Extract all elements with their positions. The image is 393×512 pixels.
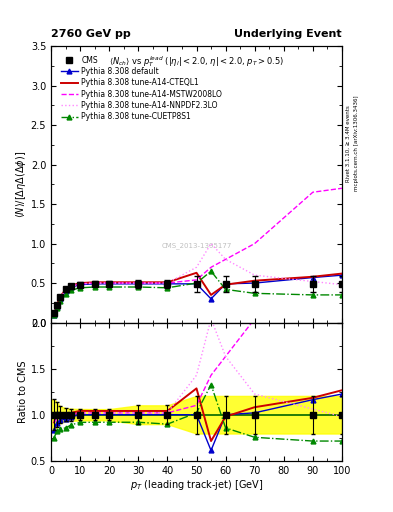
- Pythia 8.308 tune-A14-NNPDF2.3LO: [92, 280, 97, 286]
- Pythia 8.308 tune-A14-NNPDF2.3LO: [252, 272, 257, 278]
- Pythia 8.308 tune-CUETP8S1: [55, 305, 59, 311]
- X-axis label: $p_T$ (leading track-jet) [GeV]: $p_T$ (leading track-jet) [GeV]: [130, 478, 263, 493]
- Pythia 8.308 tune-A14-CTEQL1: [252, 278, 257, 284]
- Pythia 8.308 tune-A14-CTEQL1: [55, 302, 59, 308]
- Pythia 8.308 tune-CUETP8S1: [78, 285, 83, 291]
- Legend: CMS, Pythia 8.308 default, Pythia 8.308 tune-A14-CTEQL1, Pythia 8.308 tune-A14-M: CMS, Pythia 8.308 default, Pythia 8.308 …: [58, 53, 226, 124]
- Pythia 8.308 tune-A14-CTEQL1: [165, 279, 170, 285]
- Pythia 8.308 tune-A14-MSTW2008LO: [57, 295, 62, 301]
- Pythia 8.308 tune-A14-MSTW2008LO: [223, 257, 228, 263]
- Pythia 8.308 tune-CUETP8S1: [340, 292, 344, 298]
- Pythia 8.308 tune-A14-CTEQL1: [107, 279, 112, 285]
- Pythia 8.308 tune-A14-CTEQL1: [136, 279, 141, 285]
- Text: CMS_2013-1395177: CMS_2013-1395177: [161, 242, 232, 248]
- Pythia 8.308 tune-A14-MSTW2008LO: [310, 189, 315, 195]
- Pythia 8.308 tune-A14-CTEQL1: [63, 286, 68, 292]
- Pythia 8.308 default: [194, 281, 199, 287]
- Line: Pythia 8.308 default: Pythia 8.308 default: [51, 273, 344, 317]
- Pythia 8.308 tune-A14-CTEQL1: [340, 270, 344, 276]
- Pythia 8.308 tune-A14-MSTW2008LO: [55, 303, 59, 309]
- Pythia 8.308 default: [209, 296, 213, 302]
- Pythia 8.308 tune-A14-MSTW2008LO: [69, 283, 74, 289]
- Text: Underlying Event: Underlying Event: [234, 29, 342, 39]
- Pythia 8.308 tune-A14-CTEQL1: [69, 282, 74, 288]
- Pythia 8.308 tune-A14-CTEQL1: [92, 279, 97, 285]
- Pythia 8.308 tune-A14-MSTW2008LO: [194, 277, 199, 283]
- Line: Pythia 8.308 tune-A14-NNPDF2.3LO: Pythia 8.308 tune-A14-NNPDF2.3LO: [54, 244, 342, 314]
- Pythia 8.308 tune-A14-NNPDF2.3LO: [209, 241, 213, 247]
- Pythia 8.308 tune-CUETP8S1: [63, 291, 68, 297]
- Pythia 8.308 tune-A14-MSTW2008LO: [340, 185, 344, 191]
- Pythia 8.308 tune-A14-MSTW2008LO: [165, 280, 170, 286]
- Pythia 8.308 tune-A14-NNPDF2.3LO: [63, 287, 68, 293]
- Pythia 8.308 default: [107, 281, 112, 287]
- Line: Pythia 8.308 tune-A14-MSTW2008LO: Pythia 8.308 tune-A14-MSTW2008LO: [54, 188, 342, 314]
- Pythia 8.308 tune-CUETP8S1: [209, 268, 213, 274]
- Text: $\langle N_{ch}\rangle$ vs $p_T^{lead}$ ($|\eta_l|<2.0$, $\eta|<2.0$, $p_T>0.5$): $\langle N_{ch}\rangle$ vs $p_T^{lead}$ …: [109, 54, 284, 69]
- Pythia 8.308 tune-CUETP8S1: [92, 284, 97, 290]
- Pythia 8.308 tune-A14-MSTW2008LO: [209, 264, 213, 270]
- Pythia 8.308 tune-CUETP8S1: [194, 280, 199, 286]
- Text: 2760 GeV pp: 2760 GeV pp: [51, 29, 131, 39]
- Pythia 8.308 tune-A14-CTEQL1: [78, 280, 83, 286]
- Pythia 8.308 default: [136, 281, 141, 287]
- Pythia 8.308 tune-A14-NNPDF2.3LO: [223, 257, 228, 263]
- Text: mcplots.cern.ch [arXiv:1306.3436]: mcplots.cern.ch [arXiv:1306.3436]: [354, 96, 359, 191]
- Pythia 8.308 tune-A14-MSTW2008LO: [107, 280, 112, 286]
- Pythia 8.308 tune-A14-NNPDF2.3LO: [78, 281, 83, 287]
- Pythia 8.308 default: [340, 272, 344, 278]
- Pythia 8.308 tune-CUETP8S1: [136, 284, 141, 290]
- Pythia 8.308 tune-A14-NNPDF2.3LO: [310, 279, 315, 285]
- Pythia 8.308 tune-CUETP8S1: [57, 298, 62, 304]
- Pythia 8.308 tune-CUETP8S1: [107, 284, 112, 290]
- Pythia 8.308 tune-CUETP8S1: [69, 287, 74, 293]
- Y-axis label: Ratio to CMS: Ratio to CMS: [18, 360, 28, 423]
- Pythia 8.308 tune-A14-NNPDF2.3LO: [340, 282, 344, 288]
- Pythia 8.308 default: [252, 280, 257, 286]
- Pythia 8.308 default: [310, 274, 315, 281]
- Pythia 8.308 tune-A14-NNPDF2.3LO: [69, 283, 74, 289]
- Pythia 8.308 tune-A14-CTEQL1: [57, 294, 62, 301]
- Pythia 8.308 tune-A14-MSTW2008LO: [51, 311, 56, 317]
- Pythia 8.308 tune-A14-NNPDF2.3LO: [165, 280, 170, 286]
- Pythia 8.308 default: [223, 281, 228, 287]
- Pythia 8.308 tune-A14-MSTW2008LO: [252, 241, 257, 247]
- Pythia 8.308 tune-CUETP8S1: [51, 312, 56, 318]
- Pythia 8.308 tune-A14-MSTW2008LO: [92, 280, 97, 286]
- Pythia 8.308 tune-A14-CTEQL1: [223, 282, 228, 288]
- Pythia 8.308 tune-A14-NNPDF2.3LO: [55, 303, 59, 309]
- Pythia 8.308 default: [55, 304, 59, 310]
- Pythia 8.308 tune-A14-NNPDF2.3LO: [136, 280, 141, 286]
- Pythia 8.308 tune-A14-CTEQL1: [194, 270, 199, 276]
- Pythia 8.308 default: [57, 296, 62, 302]
- Line: Pythia 8.308 tune-CUETP8S1: Pythia 8.308 tune-CUETP8S1: [51, 269, 344, 318]
- Pythia 8.308 tune-CUETP8S1: [310, 292, 315, 298]
- Pythia 8.308 tune-A14-NNPDF2.3LO: [57, 295, 62, 301]
- Pythia 8.308 tune-A14-MSTW2008LO: [78, 281, 83, 287]
- Pythia 8.308 tune-A14-CTEQL1: [209, 292, 213, 298]
- Pythia 8.308 tune-A14-CTEQL1: [310, 274, 315, 280]
- Pythia 8.308 default: [63, 288, 68, 294]
- Pythia 8.308 default: [165, 281, 170, 287]
- Pythia 8.308 tune-CUETP8S1: [252, 290, 257, 296]
- Line: Pythia 8.308 tune-A14-CTEQL1: Pythia 8.308 tune-A14-CTEQL1: [54, 273, 342, 314]
- Pythia 8.308 tune-CUETP8S1: [223, 286, 228, 292]
- Pythia 8.308 default: [69, 284, 74, 290]
- Pythia 8.308 tune-A14-NNPDF2.3LO: [107, 280, 112, 286]
- Pythia 8.308 tune-CUETP8S1: [165, 285, 170, 291]
- Y-axis label: $\langle N\rangle/[\Delta\eta\Delta(\Delta\phi)]$: $\langle N\rangle/[\Delta\eta\Delta(\Del…: [14, 151, 28, 218]
- Pythia 8.308 default: [92, 281, 97, 287]
- Pythia 8.308 tune-A14-NNPDF2.3LO: [51, 311, 56, 317]
- Pythia 8.308 tune-A14-CTEQL1: [51, 311, 56, 317]
- Pythia 8.308 default: [51, 312, 56, 318]
- Pythia 8.308 tune-A14-MSTW2008LO: [136, 280, 141, 286]
- Text: Rivet 3.1.10, ≥ 3.4M events: Rivet 3.1.10, ≥ 3.4M events: [346, 105, 351, 182]
- Pythia 8.308 tune-A14-MSTW2008LO: [63, 287, 68, 293]
- Pythia 8.308 tune-A14-NNPDF2.3LO: [194, 264, 199, 270]
- Pythia 8.308 default: [78, 282, 83, 288]
